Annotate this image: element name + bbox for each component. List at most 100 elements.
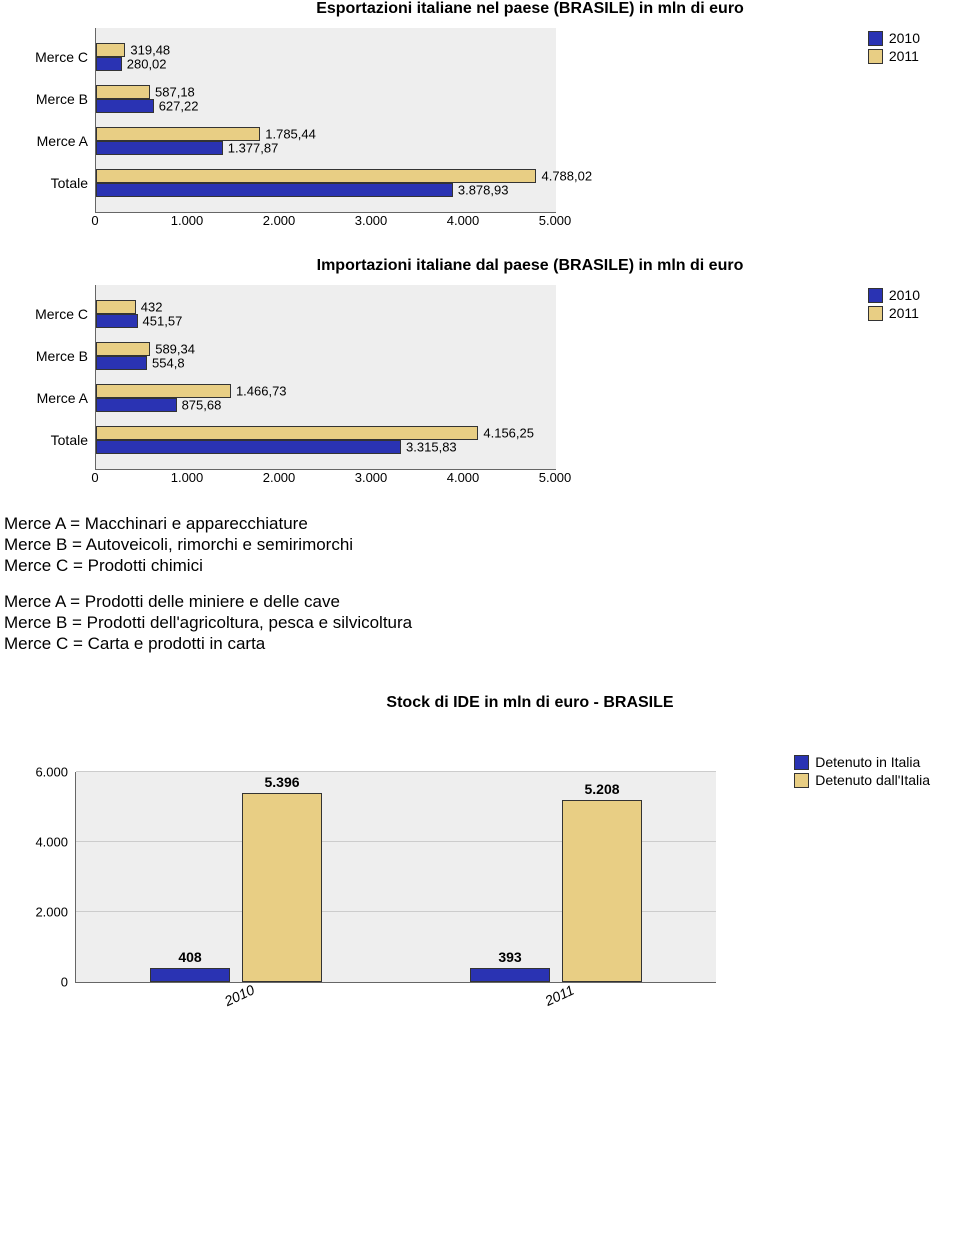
- x-group-label: 2011: [542, 982, 576, 1009]
- export-chart-block: Esportazioni italiane nel paese (BRASILE…: [0, 0, 960, 237]
- y-tick-label: 0: [61, 975, 76, 990]
- legend-swatch: [794, 773, 809, 788]
- x-tick-label: 2.000: [263, 470, 296, 485]
- category-label: Merce B: [36, 91, 96, 107]
- bar-2011: 589,34: [96, 342, 150, 356]
- category-row: Merce A1.785,441.377,87: [96, 120, 556, 162]
- note-line: Merce C = Carta e prodotti in carta: [4, 634, 960, 654]
- bar-value-label: 627,22: [153, 99, 199, 114]
- x-tick-label: 5.000: [539, 470, 572, 485]
- bar-2010: 451,57: [96, 314, 138, 328]
- ide-chart: 02.0004.0006.0004085.39620103935.2082011: [75, 772, 960, 983]
- bar-2011: 1.466,73: [96, 384, 231, 398]
- legend-item: Detenuto in Italia: [794, 754, 930, 770]
- legend-swatch: [794, 755, 809, 770]
- y-tick-label: 6.000: [35, 765, 76, 780]
- note-line: Merce A = Macchinari e apparecchiature: [4, 514, 960, 534]
- bar-2011: 4.788,02: [96, 169, 536, 183]
- x-tick-label: 2.000: [263, 213, 296, 228]
- category-row: Merce B589,34554,8: [96, 335, 556, 377]
- category-label: Totale: [51, 432, 96, 448]
- vertical-bar: 393: [470, 968, 550, 982]
- legend-label: 2011: [889, 305, 919, 321]
- bar-value-label: 554,8: [146, 356, 185, 371]
- category-label: Merce C: [35, 306, 96, 322]
- bar-2010: 3.878,93: [96, 183, 453, 197]
- note-line: Merce A = Prodotti delle miniere e delle…: [4, 592, 960, 612]
- export-x-axis: 01.0002.0003.0004.0005.000: [95, 213, 555, 237]
- export-plot-area: Merce C319,48280,02Merce B587,18627,22Me…: [95, 28, 556, 213]
- bar-value-label: 432: [135, 300, 163, 315]
- bar-value-label: 319,48: [124, 43, 170, 58]
- bar-2010: 627,22: [96, 99, 154, 113]
- bar-value-label: 3.315,83: [400, 440, 457, 455]
- bar-2011: 4.156,25: [96, 426, 478, 440]
- bar-group: 3935.2082011: [396, 772, 716, 982]
- category-label: Merce A: [37, 133, 96, 149]
- bar-2010: 875,68: [96, 398, 177, 412]
- bar-value-label: 5.208: [584, 781, 619, 797]
- legend-label: Detenuto in Italia: [815, 754, 920, 770]
- bar-value-label: 1.377,87: [222, 141, 279, 156]
- ide-plot-area: 02.0004.0006.0004085.39620103935.2082011: [75, 772, 716, 983]
- x-tick-label: 0: [91, 470, 98, 485]
- x-tick-label: 1.000: [171, 470, 204, 485]
- legend-item: 2011: [868, 305, 920, 321]
- y-tick-label: 2.000: [35, 905, 76, 920]
- bar-2010: 280,02: [96, 57, 122, 71]
- legend-swatch: [868, 288, 883, 303]
- legend-item: 2010: [868, 30, 920, 46]
- vertical-bar: 408: [150, 968, 230, 982]
- y-tick-label: 4.000: [35, 835, 76, 850]
- import-chart-block: Importazioni italiane dal paese (BRASILE…: [0, 257, 960, 494]
- bar-value-label: 5.396: [264, 774, 299, 790]
- import-x-axis: 01.0002.0003.0004.0005.000: [95, 470, 555, 494]
- category-row: Merce C432451,57: [96, 293, 556, 335]
- bar-value-label: 1.466,73: [230, 384, 287, 399]
- bar-2010: 554,8: [96, 356, 147, 370]
- legend-label: 2011: [889, 48, 919, 64]
- category-label: Merce B: [36, 348, 96, 364]
- note-line: Merce C = Prodotti chimici: [4, 556, 960, 576]
- x-tick-label: 3.000: [355, 470, 388, 485]
- x-tick-label: 0: [91, 213, 98, 228]
- bar-value-label: 587,18: [149, 85, 195, 100]
- import-chart-title: Importazioni italiane dal paese (BRASILE…: [100, 257, 960, 275]
- export-chart-title: Esportazioni italiane nel paese (BRASILE…: [100, 0, 960, 18]
- x-tick-label: 4.000: [447, 213, 480, 228]
- category-row: Totale4.788,023.878,93: [96, 162, 556, 204]
- bar-value-label: 3.878,93: [452, 183, 509, 198]
- bar-value-label: 1.785,44: [259, 127, 316, 142]
- x-tick-label: 5.000: [539, 213, 572, 228]
- category-row: Merce B587,18627,22: [96, 78, 556, 120]
- vertical-bar: 5.208: [562, 800, 642, 982]
- category-row: Totale4.156,253.315,83: [96, 419, 556, 461]
- legend-swatch: [868, 31, 883, 46]
- x-group-label: 2010: [222, 981, 257, 1009]
- ide-chart-block: Stock di IDE in mln di euro - BRASILE 02…: [0, 694, 960, 983]
- bar-value-label: 4.156,25: [477, 426, 534, 441]
- category-label: Merce C: [35, 49, 96, 65]
- bar-2010: 3.315,83: [96, 440, 401, 454]
- bar-value-label: 589,34: [149, 342, 195, 357]
- bar-2011: 587,18: [96, 85, 150, 99]
- bar-value-label: 451,57: [137, 314, 183, 329]
- bar-value-label: 875,68: [176, 398, 222, 413]
- export-legend: 2010 2011: [868, 30, 920, 66]
- import-chart: Merce C432451,57Merce B589,34554,8Merce …: [95, 285, 960, 494]
- vertical-bar: 5.396: [242, 793, 322, 982]
- legend-notes: Merce A = Macchinari e apparecchiature Me…: [4, 514, 960, 654]
- legend-item: 2011: [868, 48, 920, 64]
- category-label: Totale: [51, 175, 96, 191]
- category-row: Merce C319,48280,02: [96, 36, 556, 78]
- bar-value-label: 280,02: [121, 57, 167, 72]
- bar-2011: 319,48: [96, 43, 125, 57]
- ide-chart-title: Stock di IDE in mln di euro - BRASILE: [100, 694, 960, 712]
- bar-value-label: 4.788,02: [535, 169, 592, 184]
- bar-value-label: 408: [178, 949, 201, 965]
- bar-value-label: 393: [498, 949, 521, 965]
- ide-legend: Detenuto in Italia Detenuto dall'Italia: [794, 754, 930, 790]
- legend-item: Detenuto dall'Italia: [794, 772, 930, 788]
- import-plot-area: Merce C432451,57Merce B589,34554,8Merce …: [95, 285, 556, 470]
- legend-label: 2010: [889, 287, 920, 303]
